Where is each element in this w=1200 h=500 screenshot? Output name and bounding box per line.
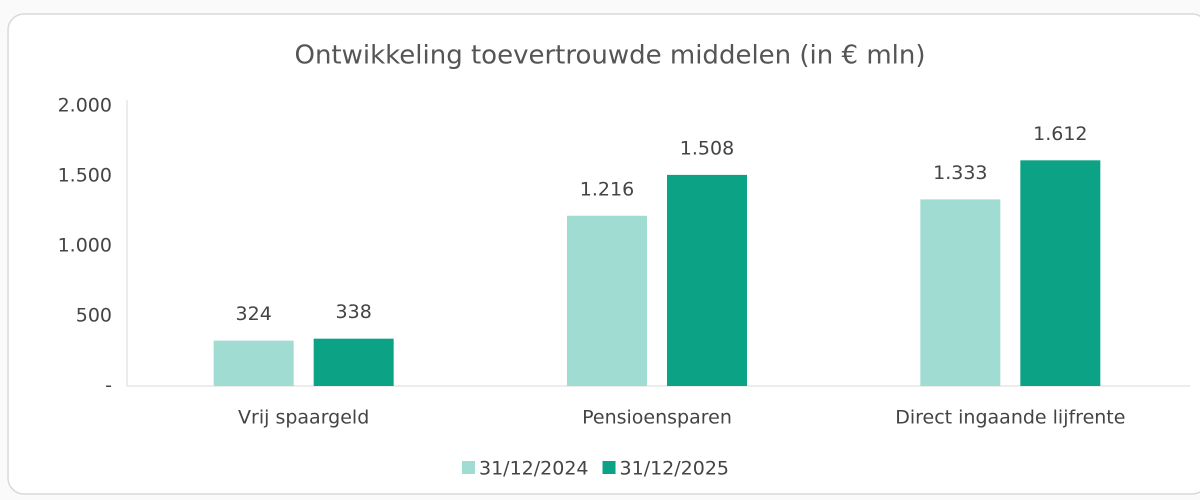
bar (313, 338, 394, 386)
x-tick-label: Vrij spaargeld (238, 407, 369, 429)
legend-label: 31/12/2025 (620, 458, 730, 480)
legend-swatch (602, 461, 616, 474)
y-tick-label: 500 (76, 305, 112, 327)
data-label: 1.612 (1033, 123, 1087, 145)
y-tick-label: - (105, 375, 112, 397)
y-tick-label: 2.000 (58, 95, 112, 117)
data-label: 324 (236, 303, 272, 325)
legend-swatch (462, 461, 475, 474)
bar (667, 174, 747, 386)
data-label: 1.508 (680, 137, 734, 159)
bar (1020, 160, 1101, 386)
legend-label: 31/12/2024 (479, 458, 589, 480)
bar (567, 215, 647, 386)
x-tick-label: Direct ingaande lijfrente (895, 407, 1125, 429)
chart-title: Ontwikkeling toevertrouwde middelen (in … (294, 41, 925, 71)
data-label: 1.333 (933, 162, 987, 184)
y-tick-label: 1.500 (58, 165, 112, 187)
bar (920, 199, 1001, 386)
bar (213, 340, 294, 386)
data-label: 338 (336, 301, 372, 323)
data-label: 1.216 (580, 178, 634, 200)
x-tick-label: Pensioensparen (582, 407, 732, 429)
y-tick-label: 1.000 (58, 235, 112, 257)
